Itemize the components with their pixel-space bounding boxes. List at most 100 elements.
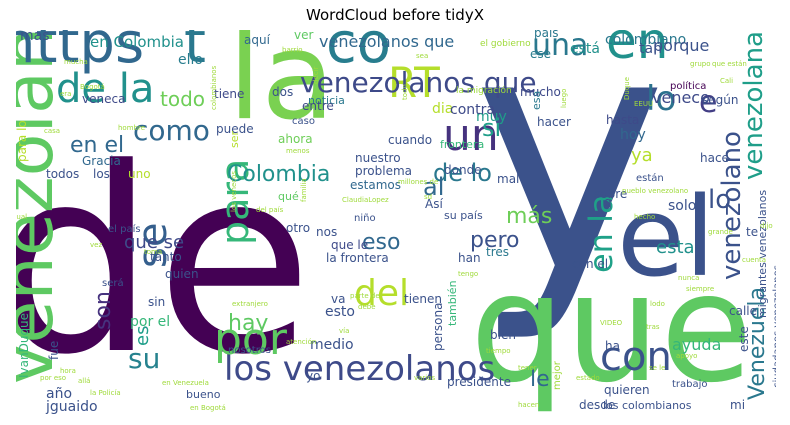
cloud-word: atención bbox=[286, 338, 316, 346]
cloud-word: bueno bbox=[186, 388, 221, 401]
cloud-word: medio bbox=[310, 337, 354, 353]
cloud-word: siempre bbox=[686, 285, 714, 293]
cloud-word: lodo bbox=[650, 300, 665, 308]
cloud-word: tan bbox=[639, 41, 662, 57]
cloud-word: sea bbox=[416, 52, 428, 60]
cloud-word: por eso bbox=[40, 374, 66, 382]
cloud-word: sin bbox=[148, 295, 165, 309]
cloud-word: ser bbox=[228, 131, 241, 148]
cloud-word: que se bbox=[124, 232, 184, 253]
cloud-word: en el bbox=[70, 133, 124, 158]
cloud-word: millones de bbox=[398, 178, 438, 186]
cloud-word: colombianos bbox=[210, 65, 218, 110]
cloud-word: decir bbox=[312, 66, 320, 84]
cloud-word: venezolano bbox=[16, 30, 69, 385]
cloud-word: q bbox=[604, 195, 612, 209]
cloud-word: que bbox=[470, 242, 753, 415]
cloud-word: su país bbox=[444, 209, 483, 222]
cloud-word: trabajo bbox=[672, 379, 708, 390]
cloud-word: Venezuela bbox=[745, 287, 770, 400]
cloud-word: nosotros bbox=[228, 345, 271, 356]
cloud-word: de lo bbox=[433, 159, 492, 187]
cloud-word: de la bbox=[56, 66, 154, 112]
cloud-word: persona bbox=[431, 303, 445, 352]
cloud-word: los bbox=[93, 167, 110, 181]
cloud-word: Gracia bbox=[82, 154, 121, 168]
cloud-word: apoyo bbox=[676, 352, 697, 360]
cloud-word: país bbox=[534, 30, 559, 40]
cloud-word: se le bbox=[649, 364, 665, 372]
cloud-word: Cali bbox=[720, 77, 733, 85]
cloud-word: los venezolanos bbox=[224, 349, 495, 389]
cloud-word: por bbox=[214, 314, 288, 365]
cloud-word: hay bbox=[228, 311, 268, 336]
cloud-word: ciudadanos venezolanos bbox=[772, 265, 776, 388]
cloud-word: era bbox=[60, 90, 71, 98]
cloud-word: hace bbox=[700, 151, 729, 165]
cloud-word: ha bbox=[605, 339, 620, 353]
cloud-word: presidente bbox=[447, 375, 511, 389]
cloud-word: muy bbox=[476, 109, 507, 125]
cloud-word: menos bbox=[286, 147, 310, 155]
cloud-word: lo bbox=[708, 185, 731, 215]
cloud-word: parte de bbox=[350, 292, 380, 300]
cloud-word: con bbox=[600, 334, 672, 380]
cloud-word: este bbox=[737, 326, 751, 352]
cloud-word: los venecos bbox=[230, 171, 238, 212]
cloud-word: porque bbox=[653, 36, 709, 55]
cloud-word: si bbox=[482, 114, 501, 142]
cloud-word: está bbox=[570, 41, 600, 57]
cloud-word: hacen bbox=[518, 401, 539, 409]
cloud-word: hasta bbox=[606, 113, 639, 127]
cloud-word: sd bbox=[424, 193, 432, 201]
cloud-word: RT bbox=[388, 58, 440, 107]
cloud-word: toma bbox=[144, 248, 162, 256]
cloud-word: todo bbox=[160, 87, 205, 111]
cloud-word: estamos bbox=[350, 178, 401, 192]
cloud-word: el bbox=[617, 173, 715, 301]
cloud-word: por el bbox=[130, 314, 170, 330]
cloud-word: tiene bbox=[214, 87, 244, 101]
cloud-word: estado bbox=[576, 374, 600, 382]
cloud-word: es un bbox=[16, 291, 19, 318]
cloud-word: quieren bbox=[604, 383, 650, 397]
cloud-word: su bbox=[128, 342, 160, 375]
cloud-word: luego bbox=[560, 89, 568, 108]
cloud-word: barrio bbox=[282, 46, 303, 54]
cloud-word: son bbox=[91, 291, 116, 330]
cloud-word: en la bbox=[582, 194, 620, 273]
cloud-word: Colombia bbox=[227, 162, 330, 187]
cloud-word: y bbox=[472, 30, 667, 346]
cloud-word: tienen bbox=[404, 292, 442, 306]
cloud-word: un bbox=[443, 110, 499, 161]
cloud-word: para lo bbox=[16, 120, 29, 162]
cloud-word: varios bbox=[414, 374, 436, 382]
cloud-word: con el bbox=[572, 257, 608, 271]
cloud-word: que están bbox=[712, 60, 747, 68]
cloud-word: desde bbox=[579, 398, 615, 412]
cloud-word: bien bbox=[490, 328, 516, 342]
cloud-word: mucho bbox=[520, 85, 561, 99]
cloud-word: Así bbox=[425, 197, 443, 211]
cloud-word: nunca bbox=[678, 274, 699, 282]
word-cloud: deyquelavenezolanoelhttpstcoenlos venezo… bbox=[16, 30, 776, 415]
cloud-word: tener bbox=[518, 364, 537, 372]
cloud-word: cuando bbox=[388, 133, 432, 147]
cloud-word: igual bbox=[16, 213, 27, 221]
cloud-word: también bbox=[446, 280, 459, 326]
cloud-word: mucha bbox=[64, 58, 88, 66]
cloud-word: uno bbox=[128, 167, 151, 181]
cloud-word: allá bbox=[78, 377, 90, 385]
cloud-word: del país bbox=[256, 206, 284, 214]
cloud-word: ello bbox=[178, 52, 203, 68]
cloud-word: esa bbox=[530, 91, 543, 110]
cloud-word: extranjero bbox=[232, 300, 268, 308]
cloud-word: la bbox=[228, 30, 335, 147]
cloud-word: hora bbox=[60, 367, 76, 375]
cloud-word: venezolanos que bbox=[300, 66, 537, 99]
cloud-word: le bbox=[530, 367, 550, 392]
cloud-word: veneca bbox=[82, 92, 125, 106]
cloud-word: dia bbox=[432, 101, 453, 117]
cloud-word: frontera bbox=[440, 138, 484, 151]
cloud-word: han bbox=[458, 251, 481, 265]
